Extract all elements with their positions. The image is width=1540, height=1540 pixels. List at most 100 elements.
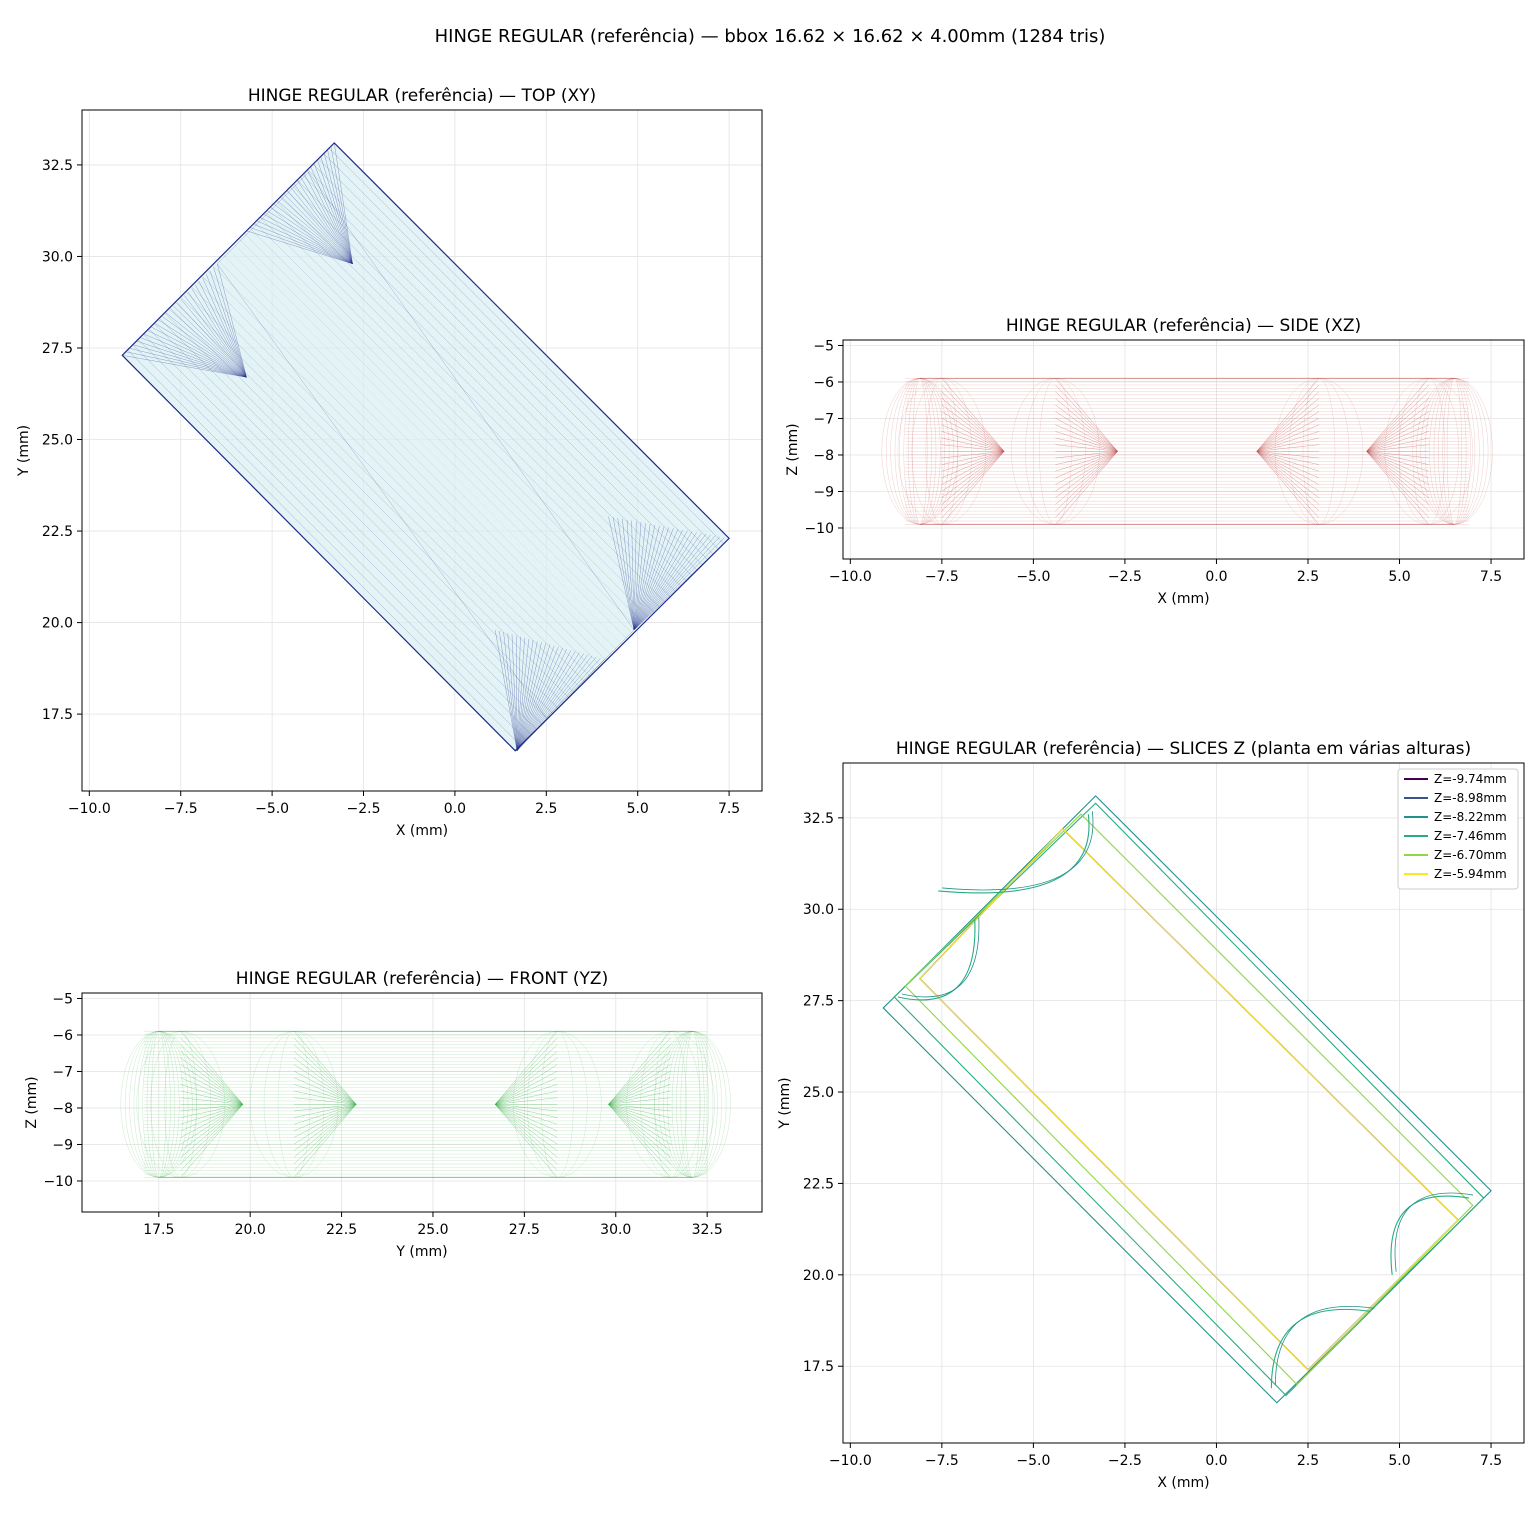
side-cone-line <box>1366 444 1429 452</box>
side-cone-line <box>1366 451 1429 512</box>
top-mesh-line <box>148 328 543 725</box>
side-xtick-label: 5.0 <box>1388 569 1410 585</box>
front-cone-line <box>495 1097 558 1105</box>
front-cone-line <box>293 1104 357 1165</box>
top-fan-line <box>140 337 247 378</box>
top-fan-line <box>293 183 353 264</box>
front-cone-line <box>294 1097 357 1105</box>
top-fan-line <box>303 173 353 264</box>
top-fan-line <box>317 159 353 264</box>
front-cone-line <box>293 1084 357 1105</box>
top-fan-line <box>633 531 693 631</box>
top-fan-line <box>154 323 247 378</box>
top-fan-line <box>217 263 247 378</box>
top-mesh-line <box>270 206 666 603</box>
front-cone-line <box>608 1104 671 1158</box>
side-cone-line <box>1256 451 1320 518</box>
side-cone-line <box>1055 451 1118 479</box>
top-mesh-line <box>127 349 521 746</box>
slices-ytick-label: 27.5 <box>803 994 834 1010</box>
top-fan-line <box>286 190 353 264</box>
front-cone-line <box>495 1104 558 1138</box>
front-cone-line <box>608 1077 671 1105</box>
side-cone-line <box>1055 378 1118 452</box>
top-fan-line <box>151 326 247 378</box>
top-fan-line <box>129 348 247 378</box>
top-mesh-line <box>281 195 676 592</box>
slice-bump-curve <box>1390 1195 1470 1275</box>
side-cone-line <box>1256 424 1320 452</box>
top-fan-line <box>633 528 679 631</box>
top-fan-line <box>266 210 353 264</box>
top-ytick-label: 32.5 <box>42 158 73 174</box>
side-cone-line <box>1055 391 1118 452</box>
side-cone-line <box>1055 384 1118 452</box>
side-cone-line <box>1256 451 1319 459</box>
top-ytick-label: 27.5 <box>42 341 73 357</box>
front-cone-line <box>293 1104 357 1125</box>
front-cone-line <box>494 1104 558 1178</box>
side-xtick-label: 0.0 <box>1205 569 1227 585</box>
side-cone-line <box>1366 378 1429 452</box>
front-cone-line <box>495 1104 558 1132</box>
front-cone-line <box>293 1031 357 1105</box>
front-cone-line <box>180 1104 244 1178</box>
top-fan-line <box>246 230 353 265</box>
slices-ylabel: Y (mm) <box>777 1077 793 1129</box>
side-cone-line <box>1256 431 1320 452</box>
front-cone-line <box>495 1104 558 1112</box>
top-mesh-line <box>180 296 575 693</box>
front-cone-line <box>180 1104 243 1125</box>
front-cone-line <box>494 1044 558 1105</box>
slices-xtick-label: 0.0 <box>1205 1453 1227 1469</box>
top-mesh-line <box>196 280 591 677</box>
front-cone-line <box>180 1090 243 1105</box>
side-ytick-label: −6 <box>813 375 834 391</box>
side-ytick-label: −10 <box>804 521 834 537</box>
top-fan-line <box>608 516 635 630</box>
top-title: HINGE REGULAR (referência) — TOP (XY) <box>248 86 596 106</box>
top-fan-line <box>169 309 247 378</box>
top-fan-line <box>516 648 568 751</box>
top-ytick-label: 25.0 <box>42 433 73 449</box>
top-mesh-line <box>206 270 601 666</box>
side-cone-line <box>1256 391 1320 452</box>
side-cone-line <box>1256 451 1320 505</box>
legend-label-0: Z=-9.74mm <box>1434 772 1507 786</box>
top-fan-line <box>136 340 247 378</box>
top-mesh-line <box>228 248 623 645</box>
top-fan-line <box>144 333 247 378</box>
front-cone-line <box>180 1104 243 1118</box>
top-fan-line <box>158 319 247 378</box>
top-mesh-line <box>169 307 564 704</box>
top-mesh-line <box>286 190 682 587</box>
top-fan-line <box>516 645 555 751</box>
top-fan-line <box>195 284 247 378</box>
slices-xtick-label: 2.5 <box>1297 1453 1319 1469</box>
front-cone-line <box>294 1104 357 1112</box>
slices-xlabel: X (mm) <box>1157 1475 1209 1491</box>
front-cone-line <box>495 1104 558 1118</box>
top-fan-line <box>334 142 353 264</box>
top-fan-line <box>516 651 576 751</box>
front-cone-line <box>293 1037 357 1105</box>
front-xlabel: Y (mm) <box>395 1244 447 1260</box>
side-cone-line <box>1366 391 1429 452</box>
front-cone-line <box>608 1037 671 1105</box>
front-cone-line <box>293 1104 357 1118</box>
front-cone-line <box>180 1057 244 1105</box>
front-ytick-label: −6 <box>52 1028 73 1044</box>
front-cone-line <box>293 1057 357 1105</box>
slices-xtick-label: −7.5 <box>925 1453 959 1469</box>
front-axes <box>82 993 762 1212</box>
top-fan-line <box>191 288 247 378</box>
side-cone-line <box>1055 451 1118 518</box>
side-cone-line <box>1256 411 1320 452</box>
side-cone-line <box>941 378 1005 452</box>
top-fan-line <box>249 227 353 265</box>
side-xtick-label: 7.5 <box>1480 569 1502 585</box>
front-xtick-label: 22.5 <box>326 1222 357 1238</box>
top-fan-line <box>633 535 716 631</box>
slices-ytick-label: 17.5 <box>803 1359 834 1375</box>
top-fan-line <box>511 634 518 751</box>
